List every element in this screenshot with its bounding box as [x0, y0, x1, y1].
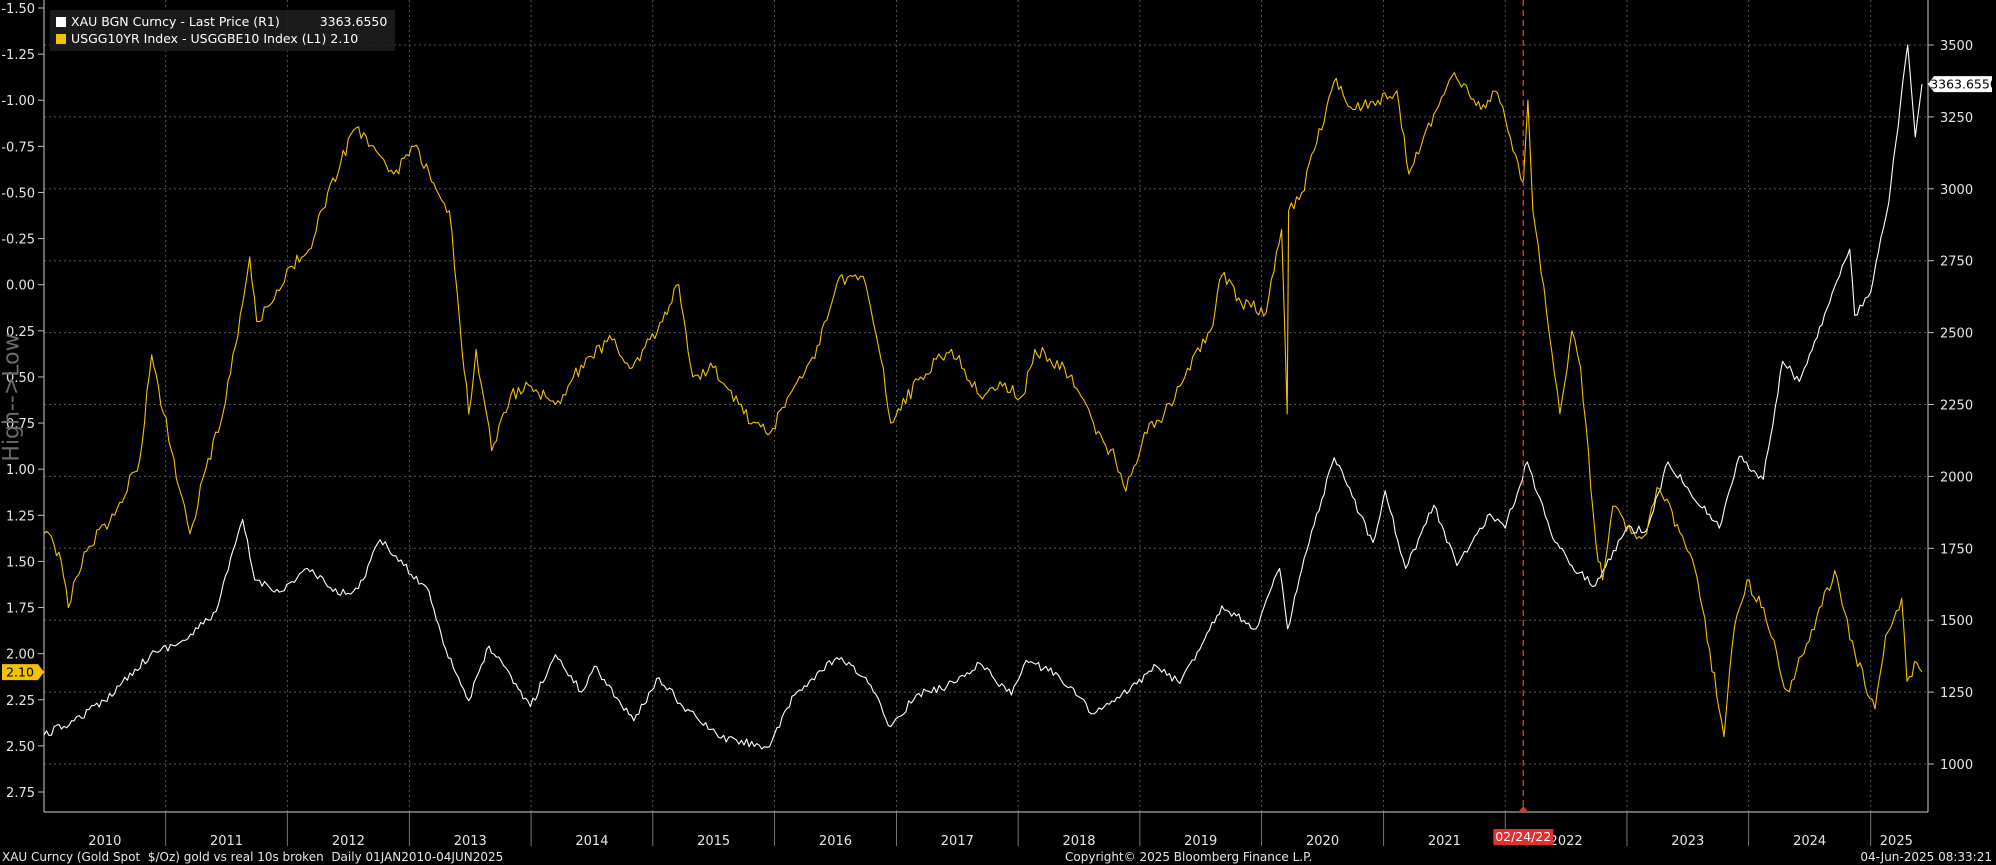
year-label: 2020 [1306, 834, 1339, 849]
event-marker-tag [1493, 829, 1554, 845]
right-tick-label: 1500 [1940, 614, 1973, 629]
left-tick-label: -1.25 [1, 48, 35, 63]
legend: XAU BGN Curncy - Last Price (R1) 3363.65… [50, 10, 396, 51]
right-tick-label: 3000 [1940, 183, 1973, 198]
left-tick-label: 1.25 [6, 509, 35, 524]
event-marker-arrow [1518, 806, 1529, 812]
left-tick-label: 2.75 [6, 786, 35, 801]
x-axis: 2010 2011 2012 2013 2014 2015 2016 2017 2018 2019… [88, 812, 1913, 849]
year-label: 2011 [210, 834, 243, 849]
last-value-tag-right-text: 3363.6550 [1930, 77, 1996, 92]
plot-area [44, 0, 1928, 812]
axes [43, 0, 1929, 813]
left-tick-label: 0.50 [6, 371, 35, 386]
left-tick-label: -0.25 [1, 233, 35, 248]
left-axis: -1.50 -1.25 -1.00 -0.75 -0.50 -0.25 0.00 0.25 0.… [1, 2, 44, 801]
legend-item-gold: XAU BGN Curncy - Last Price (R1) 3363.65… [56, 13, 387, 30]
left-axis-label: High-->Low [0, 333, 25, 462]
footer-timestamp: 04-Jun-2025 08:33:21 [1860, 850, 1992, 864]
right-tick-label: 2000 [1940, 470, 1973, 485]
year-label: 2019 [1184, 834, 1217, 849]
last-value-tag-right [1928, 76, 1992, 93]
year-label: 2012 [332, 834, 365, 849]
left-tick-label: 0.25 [6, 325, 35, 340]
year-label: 2018 [1062, 834, 1095, 849]
left-tick-label: 2.50 [6, 740, 35, 755]
left-tick-label: 2.00 [6, 648, 35, 663]
grid [44, 0, 1928, 812]
series-line-real-yield [43, 72, 1923, 738]
right-tick-label: 3500 [1940, 39, 1973, 54]
right-tick-label: 1250 [1940, 686, 1973, 701]
last-value-tags: 3363.6550 2.10 [2, 76, 1996, 681]
left-tick-label: 1.50 [6, 555, 35, 570]
year-label: 2014 [575, 834, 608, 849]
legend-label-real-yield: USGG10YR Index - USGGBE10 Index (L1) [71, 31, 327, 46]
right-tick-label: 2500 [1940, 327, 1973, 342]
year-label: 2016 [819, 834, 852, 849]
left-tick-label: -0.50 [1, 186, 35, 201]
series-line-gold [43, 44, 1923, 750]
year-label: 2023 [1671, 834, 1704, 849]
left-tick-label: -1.50 [1, 2, 35, 17]
right-tick-label: 1750 [1940, 542, 1973, 557]
last-value-tag-left [2, 664, 44, 681]
footer-description: XAU Curncy (Gold Spot $/Oz) gold vs real… [2, 850, 504, 864]
legend-item-real-yield: USGG10YR Index - USGGBE10 Index (L1) 2.1… [56, 30, 387, 47]
legend-swatch-real-yield [56, 33, 66, 44]
event-marker: 02/24/22 [1493, 0, 1554, 845]
right-tick-label: 2250 [1940, 399, 1973, 414]
year-label: 2025 [1880, 834, 1913, 849]
last-value-tag-left-text: 2.10 [6, 665, 34, 680]
year-label: 2010 [88, 834, 121, 849]
year-label: 2013 [454, 834, 487, 849]
year-label: 2024 [1793, 834, 1826, 849]
year-label: 2017 [941, 834, 974, 849]
left-tick-label: 2.25 [6, 694, 35, 709]
left-tick-label: 0.00 [6, 279, 35, 294]
left-tick-label: 0.75 [6, 417, 35, 432]
left-tick-label: -0.75 [1, 140, 35, 155]
legend-label-gold: XAU BGN Curncy - Last Price (R1) [71, 14, 280, 29]
series-group [43, 44, 1923, 750]
year-label: 2021 [1428, 834, 1461, 849]
right-tick-label: 2750 [1940, 255, 1973, 270]
footer-copyright: Copyright© 2025 Bloomberg Finance L.P. [1065, 850, 1313, 864]
event-marker-label: 02/24/22 [1495, 829, 1551, 844]
legend-value-real-yield: 2.10 [330, 31, 359, 46]
right-tick-label: 1000 [1940, 758, 1973, 773]
right-tick-label: 3250 [1940, 111, 1973, 126]
legend-value-gold: 3363.6550 [319, 14, 388, 29]
legend-swatch-gold [56, 16, 66, 27]
right-axis: 1000 1250 1500 1750 2000 2250 2500 2750 3000 3250… [1928, 39, 1973, 773]
left-tick-label: 1.75 [6, 602, 35, 617]
year-label: 2022 [1550, 834, 1583, 849]
year-label: 2015 [697, 834, 730, 849]
left-tick-label: 1.00 [6, 463, 35, 478]
left-tick-label: -1.00 [1, 94, 35, 109]
